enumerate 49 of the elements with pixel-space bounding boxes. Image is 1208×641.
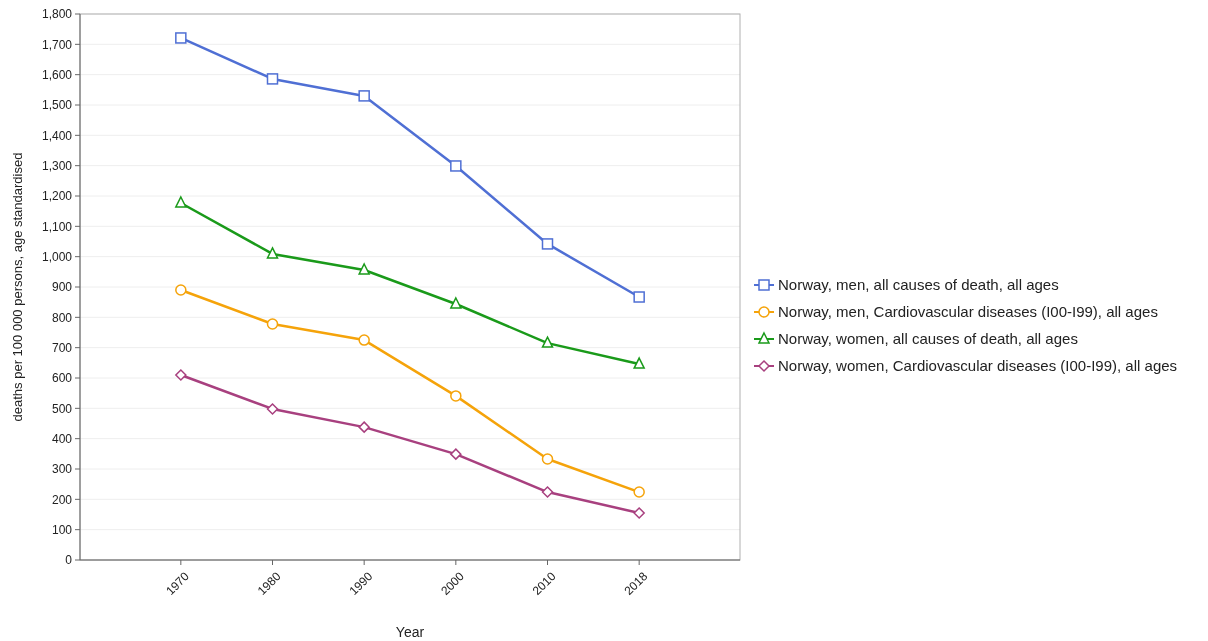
point: [358, 334, 370, 346]
y-tick-label: 1,300: [41, 158, 73, 173]
y-tick-label: 500: [51, 401, 73, 416]
y-tick-label: 800: [51, 310, 73, 325]
y-tick-label: 300: [51, 462, 73, 477]
point: [633, 291, 645, 303]
y-tick-label: 1,500: [41, 98, 73, 113]
point: [450, 390, 462, 402]
point: [541, 336, 554, 348]
legend-label: Norway, women, Cardiovascular diseases (I00-I99), all ages: [778, 357, 1178, 375]
y-tick-label: 1,400: [41, 128, 73, 143]
legend-label: Norway, men, Cardiovascular diseases (I00-I99), all ages: [778, 303, 1158, 321]
point: [358, 90, 370, 102]
legend-label: Norway, women, all causes of death, all ages: [778, 330, 1078, 348]
point: [358, 263, 370, 275]
y-tick-label: 1,600: [41, 67, 73, 82]
x-axis-title: Year: [395, 624, 425, 640]
y-tick-label: 0: [65, 553, 73, 568]
point: [633, 357, 645, 369]
point: [175, 369, 187, 381]
point: [633, 507, 645, 519]
y-tick-label: 700: [51, 340, 73, 355]
point: [175, 32, 187, 44]
y-tick-label: 1,700: [41, 37, 73, 52]
y-tick-label: 1,800: [41, 7, 73, 22]
y-tick-label: 600: [51, 371, 73, 386]
point: [175, 196, 187, 208]
point: [450, 297, 462, 309]
point: [541, 486, 554, 498]
point: [541, 238, 554, 250]
point: [266, 403, 279, 415]
y-tick-label: 1,100: [41, 219, 73, 234]
point: [450, 448, 462, 460]
y-tick-label: 100: [51, 522, 73, 537]
point: [266, 247, 279, 259]
y-tick-label: 400: [51, 431, 73, 446]
point: [266, 73, 279, 85]
y-tick-label: 900: [51, 280, 73, 295]
point: [175, 284, 187, 296]
point: [541, 453, 554, 465]
point: [633, 486, 645, 498]
legend-label: Norway, men, all causes of death, all ages: [778, 276, 1059, 294]
point: [266, 318, 279, 330]
y-tick-label: 1,200: [41, 189, 73, 204]
y-tick-label: 200: [51, 492, 73, 507]
y-axis-title: deaths per 100 000 persons, age standardised: [10, 152, 25, 422]
point: [358, 421, 370, 433]
point: [450, 160, 462, 172]
y-tick-label: 1,000: [41, 249, 73, 264]
